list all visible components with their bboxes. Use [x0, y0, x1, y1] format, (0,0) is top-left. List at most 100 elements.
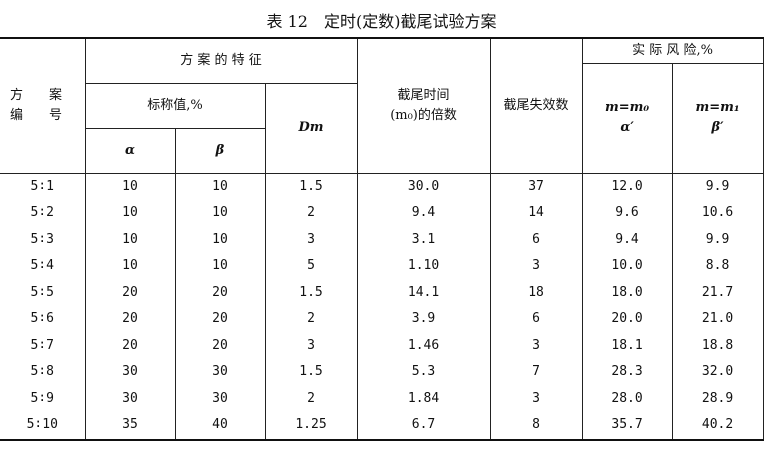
table-cell: 9.4: [581, 226, 673, 253]
header-cell: 截尾失效数: [489, 37, 583, 174]
table-cell: 18.8: [671, 332, 764, 359]
table-cell: 21.0: [671, 306, 764, 333]
table-cell: 21.7: [671, 279, 764, 306]
header-cell: 实 际 风 险,%: [581, 37, 764, 64]
table-cell: 20: [84, 279, 176, 306]
table-cell: 28.9: [671, 385, 764, 412]
table-cell: 35: [84, 412, 176, 441]
table-cell: 30: [84, 359, 176, 386]
table-cell: 30: [84, 385, 176, 412]
table-cell: 32.0: [671, 359, 764, 386]
table-cell: 18.0: [581, 279, 673, 306]
table-cell: 37: [489, 172, 583, 200]
table-cell: 5∶4: [0, 253, 86, 280]
table-cell: 28.3: [581, 359, 673, 386]
table-row: 5∶8 30 30 1.5 5.3 7 28.3 32.0: [0, 359, 764, 386]
table-cell: 20: [174, 279, 266, 306]
table-cell: 20: [84, 306, 176, 333]
table-cell: 1.46: [356, 332, 491, 359]
header-cell: 截尾时间 (m₀)的倍数: [356, 37, 491, 174]
table-cell: 6.7: [356, 412, 491, 441]
table-cell: 3: [264, 332, 358, 359]
table-cell: 5∶6: [0, 306, 86, 333]
table-row: 5∶4 10 10 5 1.10 3 10.0 8.8: [0, 253, 764, 280]
table-cell: 28.0: [581, 385, 673, 412]
table-cell: 7: [489, 359, 583, 386]
table-cell: 14: [489, 200, 583, 227]
table-cell: 6: [489, 306, 583, 333]
table-cell: 3.1: [356, 226, 491, 253]
table-cell: 9.6: [581, 200, 673, 227]
table-cell: 40.2: [671, 412, 764, 441]
table-cell: 5∶10: [0, 412, 86, 441]
table-row: 5∶2 10 10 2 9.4 14 9.6 10.6: [0, 200, 764, 227]
table-cell: 2: [264, 385, 358, 412]
table-cell: 5∶7: [0, 332, 86, 359]
table-cell: 18.1: [581, 332, 673, 359]
table-cell: 14.1: [356, 279, 491, 306]
table-cell: 3: [489, 332, 583, 359]
table-cell: 10: [84, 253, 176, 280]
table-cell: 3: [489, 385, 583, 412]
table-cell: 5.3: [356, 359, 491, 386]
table-cell: 1.5: [264, 359, 358, 386]
table-cell: 30.0: [356, 172, 491, 200]
table-cell: 10: [84, 226, 176, 253]
header-cell: α: [85, 127, 176, 174]
header-cell: 方 案 的 特 征: [84, 37, 358, 84]
table-cell: 18: [489, 279, 583, 306]
table-cell: 1.25: [264, 412, 358, 441]
header-cell: m=m₀ α′: [582, 62, 673, 174]
table-cell: 8: [489, 412, 583, 441]
table-cell: 5∶5: [0, 279, 86, 306]
table-cell: 2: [264, 306, 358, 333]
table-cell: 5∶8: [0, 359, 86, 386]
header-cell: β: [174, 127, 266, 174]
table-cell: 3: [489, 253, 583, 280]
table-cell: 20: [84, 332, 176, 359]
table-cell: 6: [489, 226, 583, 253]
table-cell: 5∶9: [0, 385, 86, 412]
table-cell: 10.6: [671, 200, 764, 227]
table-cell: 3.9: [356, 306, 491, 333]
table-cell: 20: [174, 332, 266, 359]
table-cell: 5∶3: [0, 226, 86, 253]
table-cell: 30: [174, 385, 266, 412]
table-row: 5∶7 20 20 3 1.46 3 18.1 18.8: [0, 332, 764, 359]
header-cell: m=m₁ β′: [671, 62, 764, 174]
table-cell: 10: [84, 200, 176, 227]
table-cell: 10: [174, 200, 266, 227]
table-row: 5∶6 20 20 2 3.9 6 20.0 21.0: [0, 306, 764, 333]
table-cell: 12.0: [581, 172, 673, 200]
table-cell: 9.9: [671, 172, 764, 200]
table-cell: 1.10: [356, 253, 491, 280]
header-cell: Dm: [264, 82, 358, 174]
table-cell: 40: [174, 412, 266, 441]
table-cell: 10: [174, 253, 266, 280]
table-row: 5∶5 20 20 1.5 14.1 18 18.0 21.7: [0, 279, 764, 306]
table-cell: 20: [174, 306, 266, 333]
table-cell: 2: [264, 200, 358, 227]
table-body: 5∶1 10 10 1.5 30.0 37 12.0 9.9 5∶2 10 10 2 9.4 14 9.6 1…: [0, 172, 764, 441]
header-cell: 方 案 编 号: [0, 37, 86, 174]
table-cell: 10: [174, 226, 266, 253]
table-cell: 8.8: [671, 253, 764, 280]
table-cell: 5∶1: [0, 172, 86, 200]
table-cell: 9.9: [671, 226, 764, 253]
table-cell: 20.0: [581, 306, 673, 333]
header-cell: 标称值,%: [85, 82, 266, 129]
table-cell: 5: [264, 253, 358, 280]
table-cell: 30: [174, 359, 266, 386]
table-row: 5∶1 10 10 1.5 30.0 37 12.0 9.9: [0, 172, 764, 200]
table-header: 方 案 编 号 方 案 的 特 征 截尾时间 (m₀)的倍数 截尾失效数 实 际…: [0, 37, 764, 174]
table-cell: 5∶2: [0, 200, 86, 227]
table-cell: 10: [174, 172, 266, 200]
table: 方 案 编 号 方 案 的 特 征 截尾时间 (m₀)的倍数 截尾失效数 实 际…: [0, 37, 764, 441]
table-cell: 3: [264, 226, 358, 253]
table-cell: 10: [84, 172, 176, 200]
table-cell: 1.84: [356, 385, 491, 412]
table-row: 5∶9 30 30 2 1.84 3 28.0 28.9: [0, 385, 764, 412]
table-row: 5∶3 10 10 3 3.1 6 9.4 9.9: [0, 226, 764, 253]
table-cell: 1.5: [264, 172, 358, 200]
